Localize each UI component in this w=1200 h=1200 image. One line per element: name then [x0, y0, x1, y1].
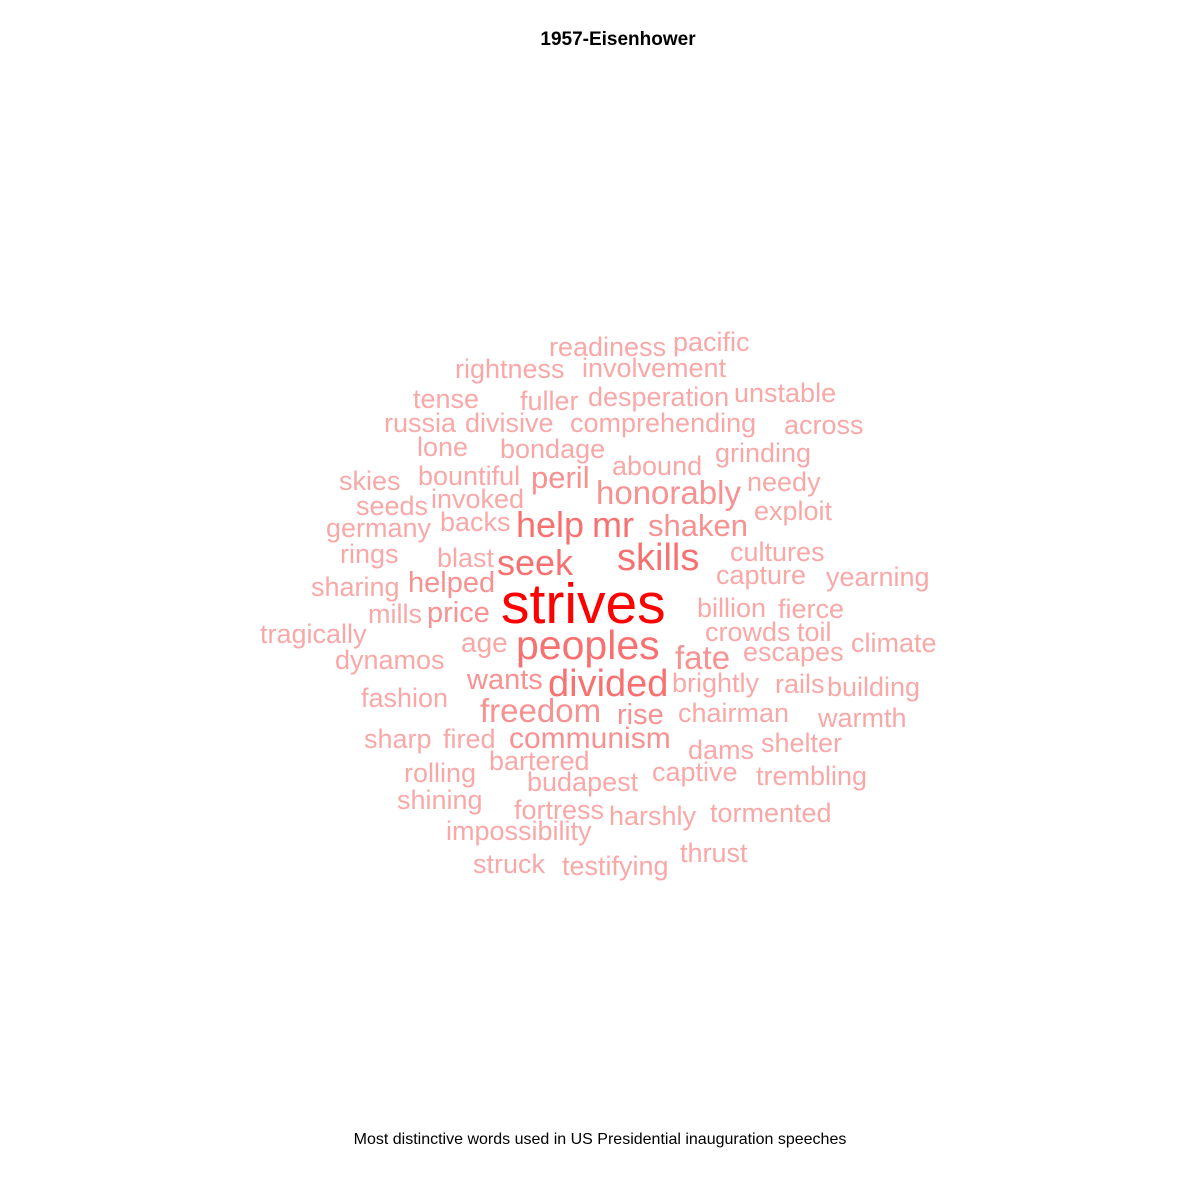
word-bondage: bondage: [500, 434, 605, 464]
word-across: across: [784, 410, 864, 440]
word-sharp: sharp: [364, 724, 432, 754]
word-seek: seek: [497, 542, 574, 583]
word-grinding: grinding: [715, 438, 811, 468]
word-desperation: desperation: [588, 382, 729, 412]
word-rails: rails: [775, 669, 825, 699]
word-sharing: sharing: [311, 572, 400, 602]
word-backs: backs: [440, 507, 511, 537]
word-wants: wants: [466, 664, 543, 696]
word-dynamos: dynamos: [335, 645, 445, 675]
word-shaken: shaken: [648, 508, 748, 543]
word-crowds: crowds: [705, 617, 791, 647]
chart-caption: Most distinctive words used in US Presid…: [353, 1131, 847, 1148]
word-skies: skies: [339, 466, 401, 496]
word-fuller: fuller: [520, 386, 579, 416]
word-invoked: invoked: [431, 484, 524, 514]
word-communism: communism: [509, 722, 671, 755]
word-trembling: trembling: [756, 761, 867, 791]
word-billion: billion: [697, 593, 766, 623]
word-comprehending: comprehending: [570, 408, 756, 438]
word-building: building: [827, 672, 920, 702]
word-pacific: pacific: [673, 327, 750, 357]
word-price: price: [427, 597, 490, 629]
word-toil: toil: [797, 617, 832, 647]
word-readiness: readiness: [549, 332, 666, 362]
word-shining: shining: [397, 785, 483, 815]
word-abound: abound: [612, 451, 702, 481]
word-testifying: testifying: [562, 851, 669, 881]
word-escapes: escapes: [743, 637, 844, 667]
word-bountiful: bountiful: [418, 461, 520, 491]
word-helped: helped: [408, 567, 495, 599]
word-impossibility: impossibility: [446, 816, 592, 846]
word-fortress: fortress: [514, 795, 604, 825]
word-climate: climate: [851, 628, 937, 658]
word-rolling: rolling: [404, 758, 476, 788]
word-peril: peril: [531, 460, 590, 495]
chart-title: 1957-Eisenhower: [540, 29, 696, 50]
word-divided: divided: [548, 663, 668, 705]
word-mr: mr: [592, 504, 634, 545]
word-thrust: thrust: [680, 838, 748, 868]
word-fired: fired: [443, 724, 496, 754]
word-chairman: chairman: [678, 698, 789, 728]
word-bartered: bartered: [489, 746, 590, 776]
word-involvement: involvement: [582, 353, 727, 383]
word-freedom: freedom: [480, 692, 601, 729]
word-mills: mills: [368, 599, 422, 629]
word-strives: strives: [501, 572, 666, 636]
word-brightly: brightly: [672, 668, 760, 698]
word-blast: blast: [437, 543, 495, 573]
word-cultures: cultures: [730, 537, 825, 567]
word-struck: struck: [473, 849, 546, 879]
word-lone: lone: [417, 432, 468, 462]
word-exploit: exploit: [754, 496, 833, 526]
word-help: help: [516, 504, 584, 545]
word-honorably: honorably: [596, 474, 741, 511]
word-shelter: shelter: [761, 728, 842, 758]
word-tormented: tormented: [710, 798, 832, 828]
word-fate: fate: [675, 639, 730, 676]
word-tragically: tragically: [260, 619, 367, 649]
word-fierce: fierce: [778, 594, 844, 624]
word-yearning: yearning: [826, 562, 930, 592]
word-needy: needy: [747, 467, 821, 497]
word-rightness: rightness: [455, 354, 565, 384]
word-seeds: seeds: [356, 491, 428, 521]
word-divisive: divisive: [465, 408, 554, 438]
word-unstable: unstable: [734, 378, 836, 408]
word-fashion: fashion: [361, 683, 448, 713]
word-russia: russia: [384, 408, 457, 438]
word-dams: dams: [688, 735, 754, 765]
word-age: age: [461, 627, 508, 658]
word-capture: capture: [716, 560, 806, 590]
word-skills: skills: [617, 537, 699, 579]
word-warmth: warmth: [817, 703, 907, 733]
word-budapest: budapest: [527, 767, 639, 797]
word-rings: rings: [340, 539, 399, 569]
word-peoples: peoples: [516, 622, 660, 668]
word-captive: captive: [652, 757, 738, 787]
word-germany: germany: [326, 513, 432, 543]
word-tense: tense: [413, 384, 479, 414]
word-rise: rise: [617, 699, 664, 731]
word-harshly: harshly: [609, 801, 697, 831]
